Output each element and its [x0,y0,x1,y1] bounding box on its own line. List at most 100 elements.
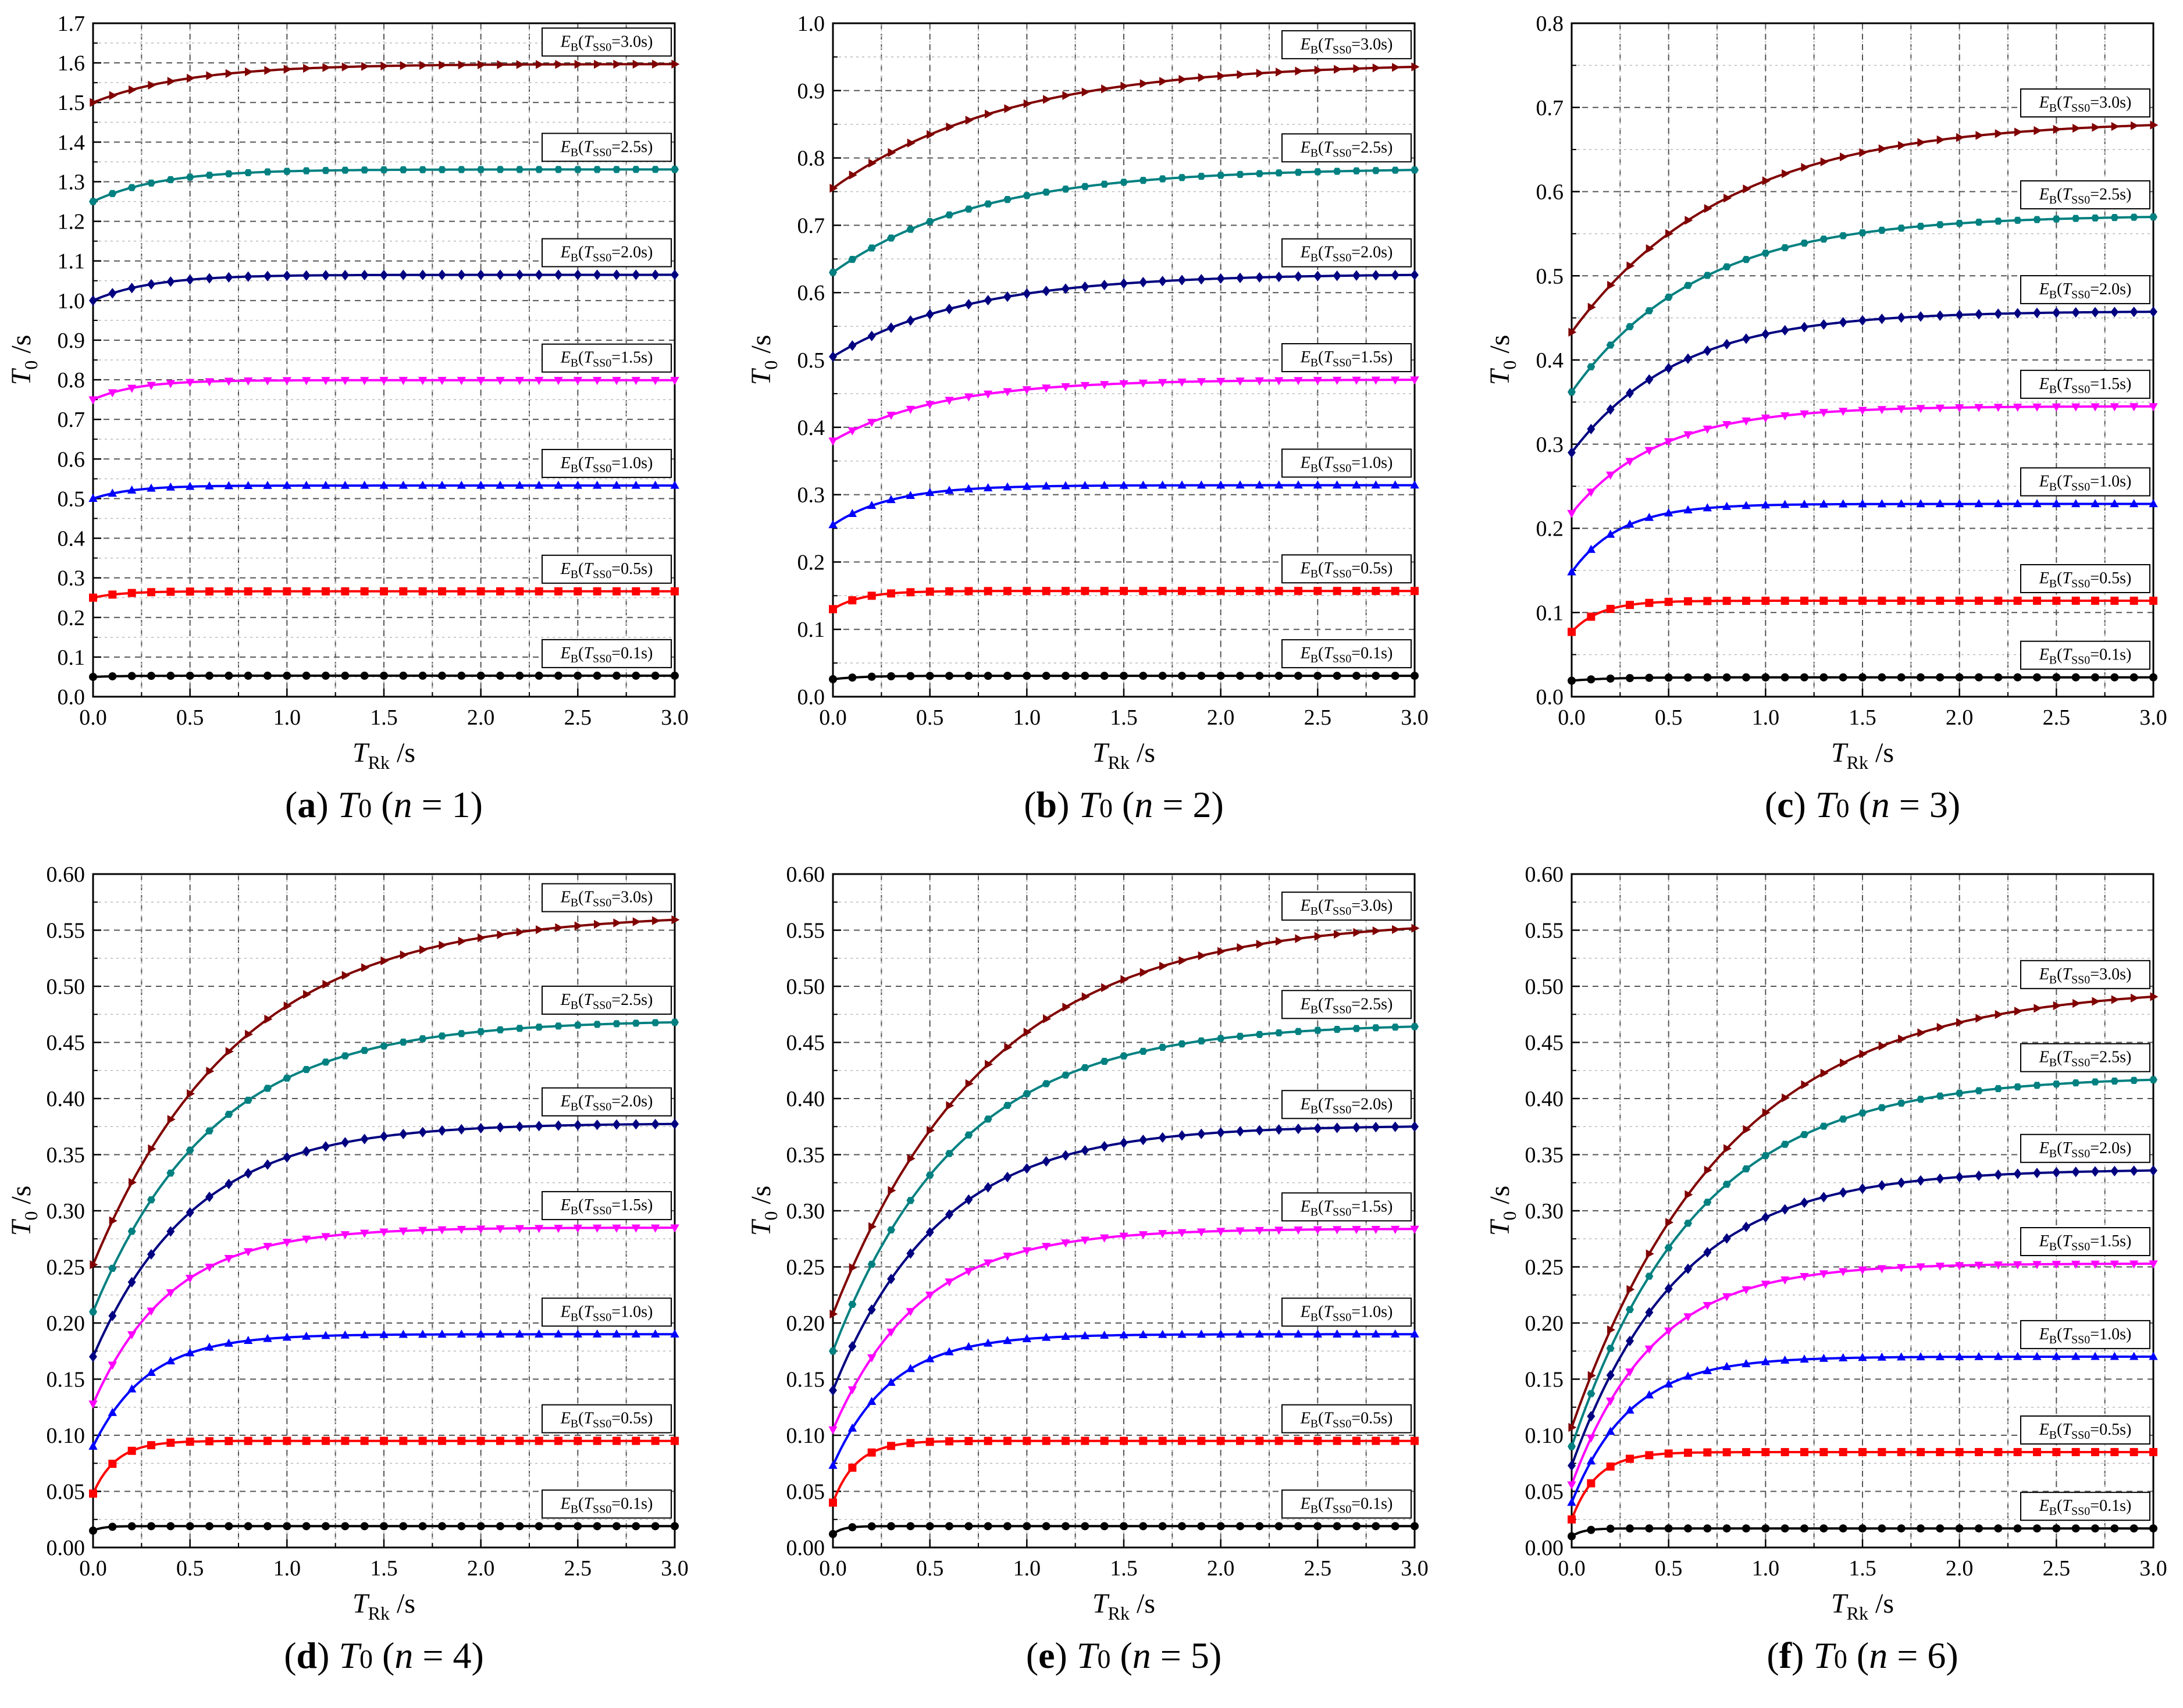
data-point [496,1225,505,1233]
y-tick-label: 0.05 [1525,1480,1564,1504]
y-tick-label: 1.2 [58,210,86,234]
y-tick-label: 0.6 [58,447,86,472]
data-point [1255,170,1264,177]
legend-label: EB(TSS0=3.0s) [1300,35,1393,56]
data-point [849,170,857,180]
data-point [925,672,934,680]
data-point [321,377,330,386]
data-point [829,184,838,193]
data-point [554,1436,562,1445]
data-point [458,60,466,70]
y-tick-label: 0.00 [47,1536,86,1560]
data-point [341,1137,350,1148]
data-point [1780,412,1790,420]
data-point [828,1426,838,1435]
x-tick-label: 2.0 [1207,1556,1235,1581]
data-point [554,1022,562,1030]
data-point [496,671,504,680]
y-tick-label: 0.40 [47,1087,86,1111]
data-point [1119,480,1128,489]
data-point [360,1522,369,1531]
data-point [964,393,974,402]
data-point [1587,423,1596,434]
data-point [632,587,640,596]
data-point [89,295,97,306]
legend-entry: EB(TSS0=0.1s) [542,1489,672,1519]
data-point [1838,408,1848,416]
y-tick-label: 0.5 [58,487,86,511]
data-point [1043,95,1052,104]
data-point [1955,219,1964,227]
data-point [1683,505,1693,514]
data-point [1081,183,1089,190]
data-point [1139,1436,1148,1445]
data-point [1722,1361,1732,1370]
data-point [574,587,582,596]
data-point [264,1014,273,1024]
data-point [925,401,935,409]
data-point [2129,1352,2139,1360]
legend-entry: EB(TSS0=3.0s) [1281,30,1412,59]
data-point [1839,1447,1847,1456]
data-point [166,1289,176,1297]
data-point [1391,1522,1399,1531]
data-point [1954,499,1964,508]
legend-box [542,1404,672,1434]
y-tick-label: 0.1 [58,646,86,670]
data-point [1858,1109,1867,1117]
data-point [439,940,447,950]
y-tick-label: 0.9 [797,79,825,104]
data-point [89,1351,97,1362]
data-point [1177,480,1187,489]
data-point [476,587,485,596]
y-tick-label: 0.10 [1525,1424,1564,1448]
data-point [1839,1115,1847,1123]
data-point [612,1020,621,1028]
data-point [1916,1352,1925,1361]
data-point [2129,1076,2138,1084]
data-point [1197,587,1206,596]
data-point [1333,1436,1341,1445]
data-point [2013,1261,2022,1270]
data-point [1704,1165,1712,1175]
data-point [108,1407,117,1416]
data-point [984,200,992,208]
data-point [1197,173,1206,180]
data-point [1023,587,1031,596]
data-point [1120,179,1128,186]
data-point [438,1522,446,1531]
data-point [1139,277,1148,288]
data-point [2052,403,2061,412]
data-point [1644,1345,1654,1354]
data-point [1100,1436,1109,1445]
legend-box [1281,1404,1412,1434]
data-point [1274,587,1283,596]
y-tick-label: 0.9 [58,329,86,353]
legend-label: EB(TSS0=1.0s) [560,1303,653,1324]
data-point [535,1121,543,1132]
data-point [2052,1167,2061,1178]
data-point [1352,1329,1361,1338]
data-point [438,1125,446,1136]
data-point [1898,141,1907,150]
data-point [1313,1329,1323,1338]
legend-entry: EB(TSS0=0.5s) [1281,1404,1412,1434]
legend-box [542,1087,672,1117]
data-point [1587,612,1596,621]
data-point [1819,319,1828,330]
data-point [148,80,156,90]
data-point [612,1224,621,1233]
data-point [1568,1515,1576,1524]
data-point [1762,1108,1771,1118]
data-point [1081,1145,1089,1156]
data-point [2149,306,2157,318]
legend-box [542,639,672,668]
data-point [1896,1352,1906,1361]
data-point [418,1035,427,1043]
chart-panel-c: 0.0 0.5 1.0 1.5 2.0 2.5 3.00.00.10.20.30.40.50… [1484,12,2167,825]
y-tick-label: 1.4 [58,130,86,155]
x-tick-label: 2.5 [1304,705,1332,730]
data-point [1586,488,1596,497]
series-2 [89,587,679,602]
x-axis-label: TRk /s [1092,1588,1155,1624]
